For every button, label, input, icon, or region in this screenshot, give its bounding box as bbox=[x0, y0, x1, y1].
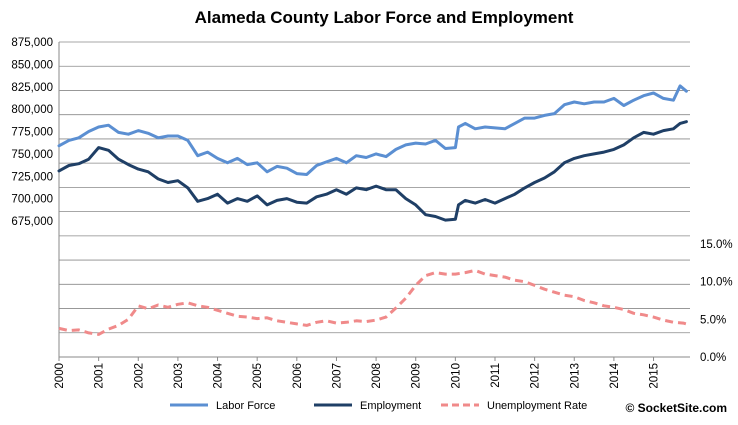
x-tick-label: 2010 bbox=[450, 363, 462, 389]
left-y-tick-label: 725,000 bbox=[11, 171, 53, 183]
legend-label: Employment bbox=[360, 400, 421, 412]
right-y-tick-label: 0.0% bbox=[700, 352, 726, 364]
legend-label: Unemployment Rate bbox=[487, 400, 587, 412]
right-y-tick-label: 5.0% bbox=[700, 314, 726, 326]
series-line-labor-force bbox=[57, 84, 688, 176]
left-y-tick-label: 800,000 bbox=[11, 104, 53, 116]
grid-lines bbox=[59, 41, 690, 358]
left-y-tick-label: 875,000 bbox=[11, 37, 53, 49]
left-y-tick-label: 750,000 bbox=[11, 149, 53, 161]
x-tick-label: 2000 bbox=[54, 363, 66, 389]
x-tick-label: 2003 bbox=[173, 363, 185, 389]
series-line-employment bbox=[57, 120, 688, 222]
x-tick-labels: 2000 2001 2002 2003 2004 2005 2006 2007 2008 2009… bbox=[54, 362, 661, 388]
x-tick-label: 2008 bbox=[371, 363, 383, 389]
left-y-tick-label: 675,000 bbox=[11, 216, 53, 228]
x-tick-label: 2012 bbox=[530, 363, 542, 389]
left-y-tick-label: 775,000 bbox=[11, 127, 53, 139]
right-y-tick-label: 15.0% bbox=[700, 239, 733, 251]
x-tick-label: 2006 bbox=[292, 363, 304, 389]
x-tick-label: 2001 bbox=[94, 363, 106, 389]
x-tick-label: 2005 bbox=[252, 363, 264, 389]
x-tick-label: 2007 bbox=[331, 363, 343, 389]
x-tick-label: 2014 bbox=[609, 362, 621, 388]
x-tick-label: 2013 bbox=[569, 363, 581, 389]
x-tick-label: 2004 bbox=[213, 362, 225, 388]
left-y-tick-label: 825,000 bbox=[11, 82, 53, 94]
right-y-tick-labels: 15.0% 10.0% 5.0% 0.0% bbox=[700, 239, 733, 364]
series-lines bbox=[57, 84, 688, 336]
x-tick-label: 2011 bbox=[490, 363, 502, 388]
chart-title: Alameda County Labor Force and Employmen… bbox=[195, 8, 574, 27]
series-line-unemployment-rate bbox=[58, 268, 687, 336]
legend: Labor Force Employment Unemployment Rate bbox=[170, 400, 587, 412]
axes bbox=[58, 42, 690, 361]
legend-label: Labor Force bbox=[216, 400, 275, 412]
left-y-tick-labels: 875,000 850,000 825,000 800,000 775,000 750,0… bbox=[11, 37, 53, 228]
x-tick-label: 2015 bbox=[649, 363, 661, 389]
right-y-tick-label: 10.0% bbox=[700, 277, 733, 289]
source-credit: © SocketSite.com bbox=[625, 401, 727, 415]
x-tick-label: 2002 bbox=[133, 363, 145, 389]
left-y-tick-label: 700,000 bbox=[11, 194, 53, 206]
left-y-tick-label: 850,000 bbox=[11, 59, 53, 71]
x-tick-label: 2009 bbox=[411, 363, 423, 389]
